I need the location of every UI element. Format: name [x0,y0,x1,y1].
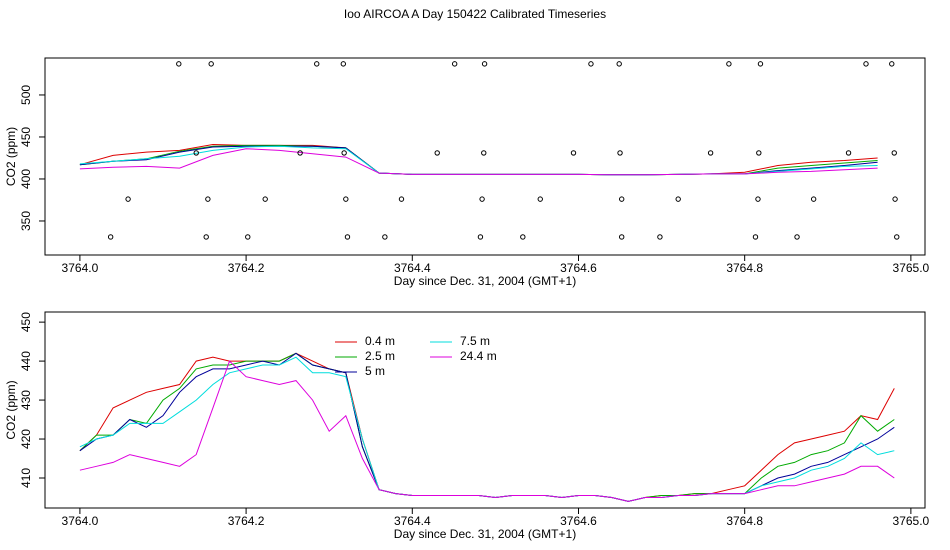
series-line [79,352,895,502]
legend-label: 0.4 m [365,334,395,348]
scatter-point [193,150,199,156]
scatter-point [208,61,214,67]
scatter-point [726,61,732,67]
scatter-point [434,150,440,156]
scatter-point [889,61,895,67]
scatter-point [382,234,388,240]
y-tick-label: 420 [19,429,33,449]
scatter-point [616,61,622,67]
legend-label: 7.5 m [460,334,490,348]
plot-frame [44,57,926,256]
series-line [79,356,895,502]
scatter-point [756,150,762,156]
legend-label: 5 m [365,364,385,378]
y-tick-label: 410 [19,468,33,488]
x-tick-label: 3764.2 [228,261,265,275]
y-tick-label: 500 [19,85,33,105]
y-tick-label: 430 [19,390,33,410]
x-tick-label: 3764.0 [62,514,99,528]
series-line [79,360,895,502]
scatter-point [891,150,897,156]
scatter-point [675,196,681,202]
legend-label: 2.5 m [365,349,395,363]
scatter-point [618,196,625,202]
scatter-point [262,196,268,202]
y-tick-label: 350 [19,211,33,231]
x-tick-label: 3765.0 [893,514,930,528]
scatter-point [343,196,349,202]
series-line [79,352,895,502]
x-tick-label: 3764.2 [228,514,265,528]
scatter-point [344,234,351,240]
scatter-point [617,150,623,156]
x-tick-label: 3764.4 [394,514,431,528]
scatter-point [297,150,303,156]
scatter-point [205,196,211,202]
y-axis-label: CO2 (ppm) [4,380,18,439]
x-tick-label: 3764.8 [726,261,763,275]
scatter-point [398,196,405,202]
scatter-point [451,61,458,67]
series-line [79,148,878,176]
scatter-point [203,234,209,240]
y-tick-label: 450 [19,312,33,332]
scatter-point [707,150,714,156]
y-tick-label: 440 [19,351,33,371]
scatter-point [479,196,485,202]
scatter-point [537,196,543,202]
scatter-point [755,196,761,202]
x-axis-label: Day since Dec. 31, 2004 (GMT+1) [394,527,576,541]
scatter-point [892,196,898,202]
scatter-point [245,234,251,240]
legend-label: 24.4 m [460,349,497,363]
x-axis-label: Day since Dec. 31, 2004 (GMT+1) [394,274,576,288]
scatter-point [757,61,764,67]
scatter-point [894,234,900,240]
x-tick-label: 3764.8 [726,514,763,528]
scatter-point [570,150,577,156]
scatter-point [481,61,488,67]
scatter-point [477,234,484,240]
chart-title: Ioo AIRCOA A Day 150422 Calibrated Times… [344,7,606,21]
scatter-point [657,234,663,240]
scatter-point [520,234,526,240]
x-tick-label: 3764.6 [560,514,597,528]
x-tick-label: 3764.4 [394,261,431,275]
plot-frame [44,311,926,509]
scatter-point [481,150,487,156]
series-line [79,352,895,502]
scatter-point [794,234,800,240]
scatter-point [752,234,759,240]
scatter-point [107,234,114,240]
y-tick-label: 400 [19,169,33,189]
scatter-point [863,61,869,67]
scatter-point [845,150,852,156]
x-tick-label: 3764.0 [62,261,99,275]
scatter-point [341,150,347,156]
scatter-point [810,196,817,202]
scatter-point [340,61,347,67]
scatter-point [588,61,594,67]
scatter-point [618,234,625,240]
scatter-point [176,61,182,67]
scatter-point [314,61,320,67]
x-tick-label: 3765.0 [893,261,930,275]
y-tick-label: 450 [19,127,33,147]
scatter-point [125,196,131,202]
y-axis-label: CO2 (ppm) [4,127,18,186]
x-tick-label: 3764.6 [560,261,597,275]
